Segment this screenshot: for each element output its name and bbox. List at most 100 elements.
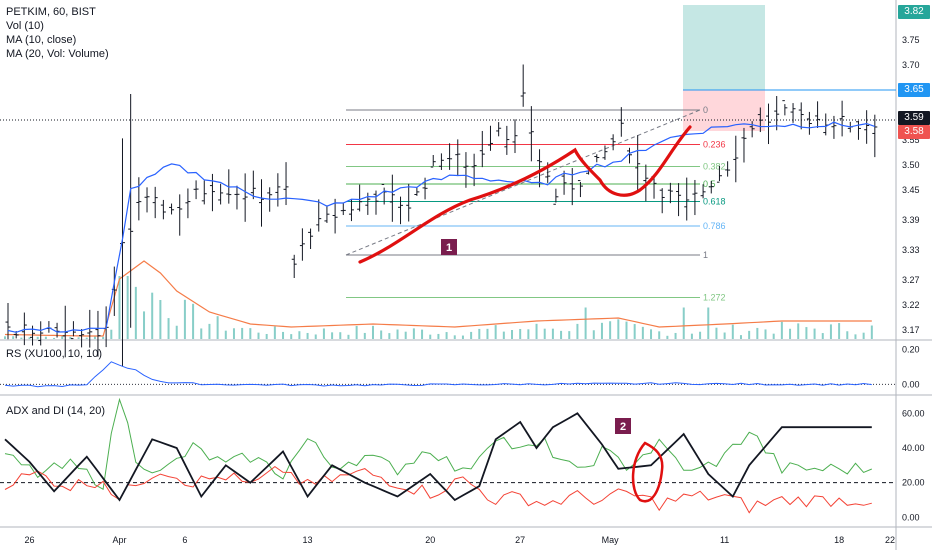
price-bar[interactable] xyxy=(128,94,134,328)
marker-1-badge[interactable]: 1 xyxy=(441,239,457,255)
target-zone[interactable] xyxy=(683,5,765,90)
price-bar[interactable] xyxy=(414,187,420,196)
price-bar[interactable] xyxy=(201,180,207,205)
price-bar[interactable] xyxy=(700,184,706,199)
price-bar[interactable] xyxy=(496,122,502,137)
price-bar[interactable] xyxy=(569,168,575,206)
price-bar[interactable] xyxy=(275,173,281,207)
price-bar[interactable] xyxy=(38,321,44,346)
price-bar[interactable] xyxy=(70,321,76,340)
legend-rs[interactable]: RS (XU100, 10, 10) xyxy=(6,348,102,360)
price-bar[interactable] xyxy=(455,139,461,177)
price-bar[interactable] xyxy=(250,170,256,200)
price-bar[interactable] xyxy=(54,322,60,338)
legend-adx[interactable]: ADX and DI (14, 20) xyxy=(6,405,106,417)
price-bar[interactable] xyxy=(259,179,265,227)
price-bar[interactable] xyxy=(487,125,493,151)
price-bar[interactable] xyxy=(398,196,404,225)
price-bar[interactable] xyxy=(610,134,616,151)
di-minus-line[interactable] xyxy=(4,465,872,514)
price-bar[interactable] xyxy=(193,180,199,200)
price-bar[interactable] xyxy=(561,170,567,195)
marker-2-badge[interactable]: 2 xyxy=(615,418,631,434)
ma10-line[interactable] xyxy=(7,121,875,333)
price-bar[interactable] xyxy=(332,198,338,234)
legend-ma10[interactable]: MA (10, close) xyxy=(6,34,77,46)
price-bar[interactable] xyxy=(21,312,27,346)
price-bar[interactable] xyxy=(864,110,870,144)
price-bar[interactable] xyxy=(5,302,11,340)
price-bar[interactable] xyxy=(144,187,150,213)
price-bar[interactable] xyxy=(136,177,142,221)
price-bar[interactable] xyxy=(406,183,412,222)
price-bar[interactable] xyxy=(594,154,600,163)
rs-line[interactable] xyxy=(4,361,872,388)
price-bar[interactable] xyxy=(766,103,772,145)
price-bar[interactable] xyxy=(806,111,812,135)
price-bar[interactable] xyxy=(790,103,796,123)
rounding-bottom-annotation[interactable] xyxy=(358,125,692,264)
price-bar[interactable] xyxy=(528,106,534,162)
price-bar[interactable] xyxy=(708,180,714,194)
di-plus-line[interactable] xyxy=(4,397,872,490)
legend-volume[interactable]: Vol (10) xyxy=(6,20,44,32)
price-bar[interactable] xyxy=(471,153,477,187)
price-bar[interactable] xyxy=(725,161,731,177)
price-bar[interactable] xyxy=(855,120,861,140)
price-bar[interactable] xyxy=(169,203,175,215)
price-bar[interactable] xyxy=(430,154,436,168)
adx-line[interactable] xyxy=(4,412,872,502)
price-bar[interactable] xyxy=(160,199,166,220)
price-bar[interactable] xyxy=(438,153,444,170)
price-bar[interactable] xyxy=(798,102,804,130)
price-bar[interactable] xyxy=(348,199,354,222)
price-bar[interactable] xyxy=(716,165,722,183)
price-bar[interactable] xyxy=(299,228,305,261)
price-bar[interactable] xyxy=(512,119,518,154)
price-bar[interactable] xyxy=(316,199,322,232)
price-bar[interactable] xyxy=(308,228,314,249)
price-bar[interactable] xyxy=(373,190,379,215)
price-bar[interactable] xyxy=(177,194,183,236)
price-bar[interactable] xyxy=(602,145,608,160)
price-bar[interactable] xyxy=(79,329,85,348)
price-bar[interactable] xyxy=(782,100,788,116)
price-bar[interactable] xyxy=(635,135,641,191)
price-bar[interactable] xyxy=(823,113,829,136)
price-bar[interactable] xyxy=(618,107,624,137)
price-bar[interactable] xyxy=(692,179,698,216)
price-bar[interactable] xyxy=(839,100,845,137)
price-bar[interactable] xyxy=(119,138,125,366)
price-bar[interactable] xyxy=(659,188,665,214)
adx-cross-circle-annotation[interactable] xyxy=(631,441,664,503)
price-bar[interactable] xyxy=(520,64,526,107)
price-bar[interactable] xyxy=(389,174,395,222)
price-bar[interactable] xyxy=(741,127,747,163)
price-bar[interactable] xyxy=(757,107,763,133)
price-bar[interactable] xyxy=(749,121,755,138)
price-bar[interactable] xyxy=(357,184,363,212)
price-bar[interactable] xyxy=(537,149,543,188)
fib-trend-line[interactable] xyxy=(345,109,701,256)
price-bar[interactable] xyxy=(185,188,191,219)
price-bar[interactable] xyxy=(242,173,248,222)
price-bar[interactable] xyxy=(291,254,297,279)
price-bar[interactable] xyxy=(774,96,780,131)
price-bar[interactable] xyxy=(504,125,510,155)
legend-symbol[interactable]: PETKIM, 60, BIST xyxy=(6,6,96,18)
price-bar[interactable] xyxy=(577,180,583,198)
price-bar[interactable] xyxy=(733,135,739,183)
price-bar[interactable] xyxy=(815,101,821,129)
price-bar[interactable] xyxy=(447,143,453,170)
price-bar[interactable] xyxy=(667,182,673,204)
price-bar[interactable] xyxy=(676,183,682,217)
price-bar[interactable] xyxy=(479,130,485,168)
price-bar[interactable] xyxy=(209,173,215,212)
price-bar[interactable] xyxy=(831,115,837,139)
price-bar[interactable] xyxy=(626,147,632,164)
price-bar[interactable] xyxy=(553,188,559,205)
price-bar[interactable] xyxy=(218,183,224,205)
price-bar[interactable] xyxy=(872,114,878,158)
price-bar[interactable] xyxy=(152,186,158,219)
